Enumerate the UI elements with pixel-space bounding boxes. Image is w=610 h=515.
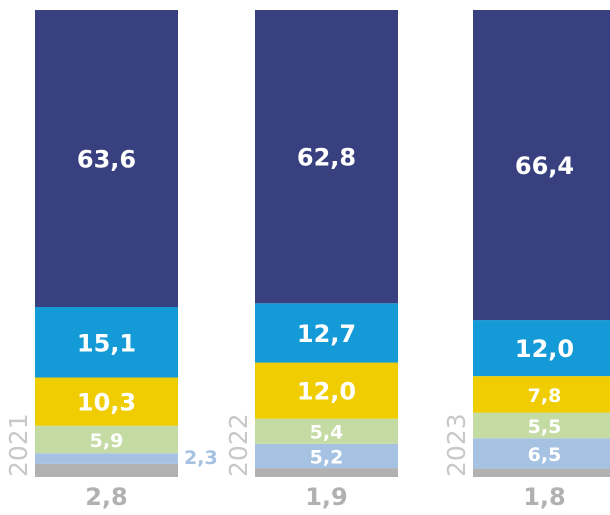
bar-segment [255, 443, 398, 469]
value-label: 6,5 [528, 444, 562, 466]
bar-segment [35, 425, 178, 454]
bar-segment [255, 10, 398, 304]
value-label: 15,1 [77, 329, 136, 357]
bar-segment [473, 376, 610, 413]
value-label: 10,3 [77, 389, 136, 417]
value-label: 5,5 [528, 416, 562, 438]
value-label: 1,9 [305, 483, 348, 511]
bar-segment [35, 307, 178, 378]
bar-segment [255, 362, 398, 419]
value-label: 1,8 [523, 483, 566, 511]
year-label: 2023 [442, 413, 471, 477]
value-label: 5,2 [310, 446, 344, 468]
year-label: 2022 [224, 413, 253, 477]
bar-segment [473, 412, 610, 439]
bar-segment [255, 418, 398, 444]
bar-segment [35, 377, 178, 426]
value-label: 12,7 [297, 320, 356, 348]
value-label: 7,8 [528, 385, 562, 407]
bar-segment [473, 468, 610, 477]
value-label: 66,4 [515, 152, 574, 180]
value-label: 2,3 [184, 447, 218, 469]
bar-segment [473, 320, 610, 377]
bar-segment [255, 468, 398, 477]
value-label: 12,0 [297, 378, 356, 406]
bar-segment [35, 463, 178, 477]
value-label: 63,6 [77, 146, 136, 174]
value-label: 5,9 [90, 430, 124, 452]
value-label: 12,0 [515, 335, 574, 363]
bar-segment [35, 10, 178, 308]
bar-segment [473, 438, 610, 469]
bar-segment [255, 303, 398, 363]
year-label: 2021 [4, 413, 33, 477]
bar-segment [35, 453, 178, 464]
value-label: 5,4 [310, 422, 344, 444]
bar-segment [473, 10, 610, 321]
value-label: 2,8 [85, 483, 128, 511]
value-label: 62,8 [297, 144, 356, 172]
